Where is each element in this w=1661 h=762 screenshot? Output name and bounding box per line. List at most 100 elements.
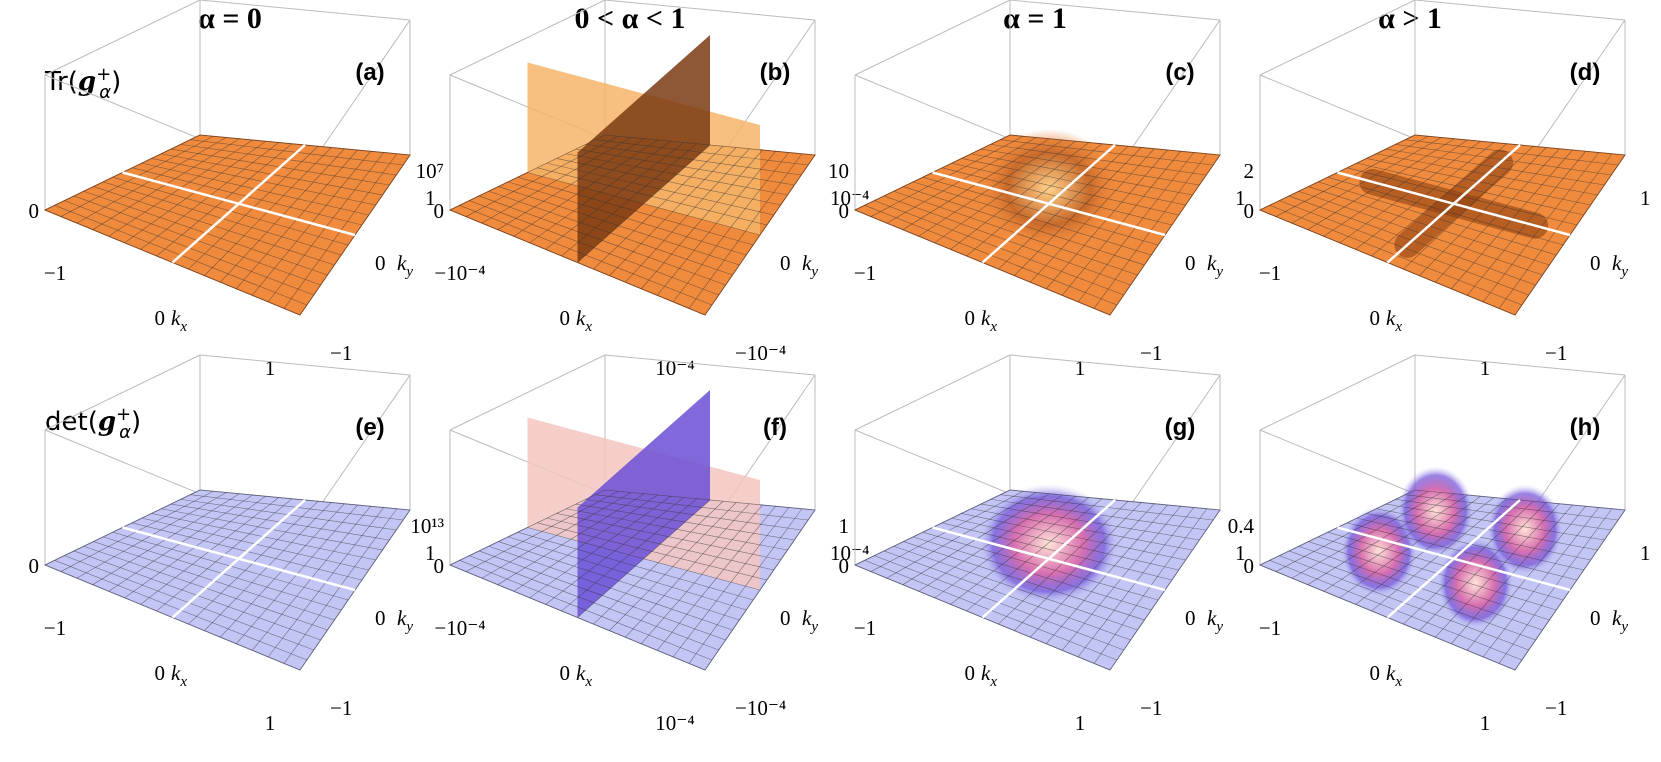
wall <box>577 390 710 618</box>
kx-label-symbol: k <box>171 306 181 330</box>
mesh-line <box>641 149 763 289</box>
z-tick-label: 0 <box>839 554 850 578</box>
ky-label-sub: y <box>1214 264 1223 280</box>
box-edge <box>1259 354 1416 431</box>
ky-label-sub: y <box>1619 619 1628 635</box>
panel-label: (a) <box>355 59 384 86</box>
ky-label-symbol: k <box>802 606 812 630</box>
ky-label-symbol: k <box>397 606 407 630</box>
mesh-line <box>641 504 763 644</box>
kx-label-sub: x <box>989 674 997 690</box>
kx-tick-label: 1 <box>1075 356 1086 380</box>
mesh-line <box>575 148 795 186</box>
mesh-line <box>537 167 767 226</box>
kx-tick-label: 1 <box>1075 711 1086 735</box>
mesh-line <box>527 527 761 591</box>
row-label-sub: α <box>119 422 131 443</box>
ky-tick-label: −1 <box>1140 696 1162 720</box>
kx-tick-label: −1 <box>44 261 66 285</box>
kx-tick-label: 0 <box>965 306 976 330</box>
ky-tick-label: −1 <box>330 696 352 720</box>
kx-label: kx <box>576 661 592 690</box>
mesh-line <box>585 144 802 176</box>
mesh-line <box>593 501 724 625</box>
surface <box>43 134 411 316</box>
ky-label-sub: y <box>809 264 818 280</box>
ky-tick-label: 1 <box>1235 186 1246 210</box>
kx-label: kx <box>1386 661 1402 690</box>
box-edge <box>604 354 816 376</box>
ky-tick-label: 1 <box>1640 541 1651 565</box>
kx-label-symbol: k <box>576 306 586 330</box>
axis-line <box>1337 526 1571 592</box>
ky-label: ky <box>1207 251 1223 280</box>
surface <box>43 489 411 671</box>
kx-tick-label: −1 <box>854 616 876 640</box>
ky-tick-label: 0 <box>375 606 386 630</box>
kx-tick-label: −1 <box>854 261 876 285</box>
ky-tick-label: 0 <box>1590 251 1601 275</box>
box-edge <box>449 0 606 76</box>
mesh-line <box>688 153 803 309</box>
axis-line <box>1337 171 1571 237</box>
kx-label-symbol: k <box>1386 661 1396 685</box>
row-label-suffix: ) <box>131 407 141 437</box>
mesh-line <box>704 154 816 316</box>
kx-label-sub: x <box>179 674 187 690</box>
row-label-sup: + <box>96 64 111 85</box>
z-tick-label: 0 <box>1244 554 1255 578</box>
panel-label: (f) <box>763 414 787 441</box>
z-tick-label: 0 <box>434 199 445 223</box>
ky-tick-label: 0 <box>1185 606 1196 630</box>
kx-tick-label: 1 <box>1480 711 1491 735</box>
ky-tick-label: 1 <box>425 186 436 210</box>
ky-label: ky <box>397 606 413 635</box>
mesh-line <box>704 509 816 671</box>
panel-label: (e) <box>355 414 384 441</box>
mesh-line <box>595 494 809 521</box>
kx-label-symbol: k <box>981 306 991 330</box>
kx-tick-label: 1 <box>265 356 276 380</box>
row-label-sup: + <box>116 404 131 425</box>
row-label-suffix: ) <box>111 67 121 97</box>
kx-label-sub: x <box>584 674 592 690</box>
ky-tick-label: 0 <box>375 251 386 275</box>
ky-label: ky <box>1612 251 1628 280</box>
ky-tick-label: 0 <box>780 251 791 275</box>
mesh-line <box>595 139 809 166</box>
kx-tick-label: −1 <box>1259 616 1281 640</box>
box-edge <box>1259 0 1416 76</box>
axis-line <box>932 526 1166 592</box>
mesh-line <box>656 151 776 296</box>
row-label-prefix: det( <box>45 407 98 437</box>
ky-label-sub: y <box>404 619 413 635</box>
mesh-line <box>575 503 795 541</box>
mesh-line <box>556 158 781 206</box>
panel-label: (b) <box>760 59 791 86</box>
wall <box>577 35 710 263</box>
panel-label: (d) <box>1570 59 1601 86</box>
panel-label: (c) <box>1165 59 1194 86</box>
z-tick-label: 10 <box>828 159 849 183</box>
box-edge <box>1414 354 1626 376</box>
kx-label-symbol: k <box>981 661 991 685</box>
kx-label-symbol: k <box>1386 306 1396 330</box>
ky-label-symbol: k <box>802 251 812 275</box>
ky-label-symbol: k <box>1612 606 1622 630</box>
z-tick-label: 0 <box>434 554 445 578</box>
kx-label-sub: x <box>584 319 592 335</box>
mesh-line <box>593 146 724 270</box>
mesh-line <box>566 508 788 551</box>
kx-tick-label: −1 <box>1259 261 1281 285</box>
kx-label: kx <box>576 306 592 335</box>
z-tick-label: 0.4 <box>1228 514 1255 538</box>
ky-label-symbol: k <box>397 251 407 275</box>
z-tick-label: 2 <box>1244 159 1255 183</box>
ky-label-symbol: k <box>1612 251 1622 275</box>
mesh-line <box>672 507 789 658</box>
